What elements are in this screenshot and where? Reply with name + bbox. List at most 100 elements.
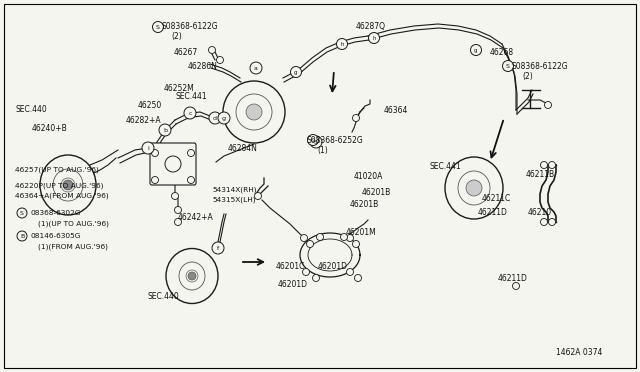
Circle shape — [175, 206, 182, 214]
Circle shape — [218, 112, 230, 124]
Circle shape — [152, 22, 163, 32]
Text: g: g — [474, 48, 477, 52]
Circle shape — [541, 218, 547, 225]
Text: S08368-6252G: S08368-6252G — [307, 136, 364, 145]
Text: S08368-6122G: S08368-6122G — [512, 62, 568, 71]
Circle shape — [188, 176, 195, 183]
Circle shape — [188, 272, 196, 280]
Circle shape — [541, 161, 547, 169]
Circle shape — [175, 218, 182, 225]
Circle shape — [216, 57, 223, 64]
Text: (2): (2) — [522, 72, 532, 81]
Text: 46201D: 46201D — [318, 262, 348, 271]
Circle shape — [337, 38, 348, 49]
Circle shape — [172, 192, 179, 199]
Circle shape — [312, 275, 319, 282]
Text: g: g — [294, 70, 298, 74]
Circle shape — [307, 135, 319, 145]
Text: a: a — [254, 65, 258, 71]
Text: S: S — [314, 140, 318, 144]
Circle shape — [346, 269, 353, 276]
Text: 46240+B: 46240+B — [32, 124, 68, 133]
Circle shape — [353, 115, 360, 122]
Circle shape — [470, 45, 481, 55]
Text: SEC.440: SEC.440 — [15, 105, 47, 114]
Text: 46211C: 46211C — [482, 194, 511, 203]
Text: h: h — [340, 42, 344, 46]
Circle shape — [346, 234, 353, 241]
Text: 46284N: 46284N — [228, 144, 258, 153]
Text: 54314X(RH): 54314X(RH) — [212, 186, 257, 192]
Circle shape — [466, 180, 482, 196]
Ellipse shape — [40, 155, 96, 215]
Text: 46201C: 46201C — [276, 262, 305, 271]
Ellipse shape — [186, 270, 198, 282]
Text: S: S — [506, 64, 510, 68]
Text: (2): (2) — [171, 32, 182, 41]
Text: 41020A: 41020A — [354, 172, 383, 181]
FancyBboxPatch shape — [150, 143, 196, 185]
Text: g: g — [222, 115, 226, 121]
Ellipse shape — [236, 94, 272, 130]
Text: 46282+A: 46282+A — [126, 116, 162, 125]
Text: S: S — [20, 211, 24, 215]
Circle shape — [548, 161, 556, 169]
Text: 46211D: 46211D — [478, 208, 508, 217]
Text: 46242+A: 46242+A — [178, 213, 214, 222]
Text: 46201B: 46201B — [350, 200, 380, 209]
Text: 46252M: 46252M — [164, 84, 195, 93]
Circle shape — [340, 234, 348, 241]
Text: 46287Q: 46287Q — [356, 22, 386, 31]
Text: 46257(UP TO AUG.'96): 46257(UP TO AUG.'96) — [15, 166, 99, 173]
Text: 46201M: 46201M — [346, 228, 377, 237]
Ellipse shape — [458, 171, 490, 205]
Text: 46267: 46267 — [174, 48, 198, 57]
Text: c: c — [188, 110, 192, 115]
Circle shape — [307, 241, 314, 247]
Text: (1)(UP TO AUG.'96): (1)(UP TO AUG.'96) — [38, 220, 109, 227]
Text: 54315X(LH): 54315X(LH) — [212, 196, 255, 202]
Text: 46201B: 46201B — [362, 188, 391, 197]
Text: SEC.440: SEC.440 — [148, 292, 180, 301]
Ellipse shape — [61, 178, 75, 192]
Text: S08368-6122G: S08368-6122G — [161, 22, 218, 31]
Text: 46210: 46210 — [528, 208, 552, 217]
Text: S: S — [311, 138, 315, 142]
Text: 46201D: 46201D — [278, 280, 308, 289]
Circle shape — [545, 102, 552, 109]
Circle shape — [165, 156, 181, 172]
Ellipse shape — [223, 81, 285, 143]
Circle shape — [303, 269, 310, 276]
Text: f: f — [217, 246, 219, 250]
Circle shape — [184, 107, 196, 119]
Text: SEC.441: SEC.441 — [175, 92, 207, 101]
Text: 46268: 46268 — [490, 48, 514, 57]
Circle shape — [209, 46, 216, 54]
Ellipse shape — [166, 248, 218, 304]
Text: 46286N: 46286N — [188, 62, 218, 71]
Circle shape — [301, 234, 307, 241]
Circle shape — [17, 231, 27, 241]
Circle shape — [310, 136, 322, 148]
Circle shape — [17, 208, 27, 218]
Text: 46250: 46250 — [138, 101, 163, 110]
Text: (1)(FROM AUG.'96): (1)(FROM AUG.'96) — [38, 243, 108, 250]
Circle shape — [159, 124, 171, 136]
Text: i: i — [147, 145, 149, 151]
Text: d: d — [213, 115, 217, 121]
Circle shape — [212, 242, 224, 254]
Circle shape — [317, 234, 323, 241]
Circle shape — [355, 275, 362, 282]
Circle shape — [152, 150, 159, 157]
Text: SEC.441: SEC.441 — [430, 162, 461, 171]
Text: 1462A 0374: 1462A 0374 — [556, 348, 602, 357]
Text: 08368-6302G: 08368-6302G — [30, 210, 81, 216]
Circle shape — [142, 142, 154, 154]
Text: 08146-6305G: 08146-6305G — [30, 233, 81, 239]
Circle shape — [209, 112, 221, 124]
Circle shape — [369, 32, 380, 44]
Text: 46364+A(FROM AUG.'96): 46364+A(FROM AUG.'96) — [15, 192, 109, 199]
Ellipse shape — [445, 157, 503, 219]
Ellipse shape — [53, 169, 83, 201]
Text: 46220P(UP TO AUG.'96): 46220P(UP TO AUG.'96) — [15, 182, 104, 189]
